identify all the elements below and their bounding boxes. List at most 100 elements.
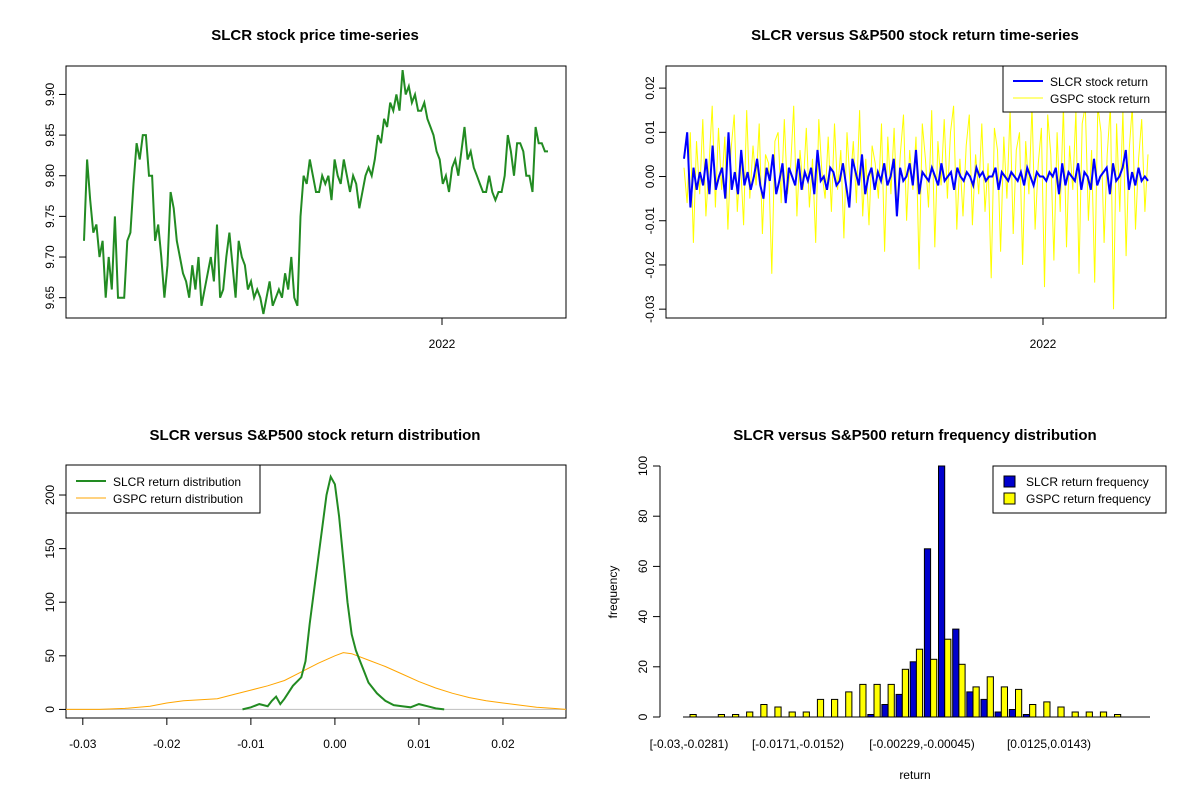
- y-tick-label: 9.75: [43, 204, 57, 228]
- legend: SLCR return frequency GSPC return freque…: [992, 465, 1167, 514]
- slcr-bar: [980, 698, 988, 718]
- legend-box: [1002, 65, 1167, 113]
- legend-label: SLCR return frequency: [1026, 475, 1149, 489]
- y-tick-label: 40: [636, 610, 650, 624]
- gspc-bar: [1000, 686, 1008, 718]
- gspc-bar: [845, 691, 853, 718]
- gspc-bar: [1099, 711, 1108, 718]
- x-tick-label: [-0.00229,-0.00045): [869, 737, 974, 751]
- y-tick-label: 0: [43, 706, 57, 713]
- panel-density: SLCR versus S&P500 stock return distribu…: [43, 427, 567, 751]
- x-axis: 2022: [1030, 318, 1057, 351]
- chart-title: SLCR stock price time-series: [211, 27, 419, 44]
- y-tick-label: 100: [43, 592, 57, 612]
- y-tick-label: -0.03: [643, 295, 657, 323]
- panel-price: SLCR stock price time-series 9.65 9.70 9.7…: [43, 27, 567, 351]
- y-tick-label: 50: [43, 649, 57, 663]
- gspc-bar: [1085, 711, 1093, 718]
- x-axis-label: return: [899, 768, 930, 782]
- panel-histogram: SLCR versus S&P500 return frequency dist…: [606, 427, 1167, 782]
- y-axis: -0.03 -0.02 -0.01 0.00 0.01 0.02: [643, 76, 666, 323]
- gspc-bar: [986, 676, 994, 718]
- slcr-return-line: [683, 132, 1149, 217]
- y-tick-label: 9.80: [43, 164, 57, 188]
- legend-box: [992, 465, 1167, 514]
- gspc-bar: [901, 668, 909, 718]
- slcr-bar: [895, 693, 903, 718]
- y-tick-label: 9.90: [43, 82, 57, 106]
- slcr-bar: [1008, 709, 1016, 718]
- gspc-bar: [915, 648, 924, 718]
- gspc-bar: [746, 711, 754, 718]
- panel-returns: SLCR versus S&P500 stock return time-ser…: [643, 27, 1167, 351]
- gspc-density-line: [66, 652, 567, 710]
- gspc-bar: [859, 683, 867, 718]
- legend: SLCR stock return GSPC stock return: [1002, 65, 1167, 113]
- y-tick-label: 0.01: [643, 120, 657, 144]
- slcr-bar: [966, 691, 974, 718]
- gspc-bar: [1057, 706, 1065, 718]
- y-axis: 0 20 40 60 80 100: [636, 456, 661, 720]
- gspc-bar: [1071, 711, 1079, 718]
- legend-swatch-slcr: [1003, 475, 1016, 488]
- y-tick-label: 200: [43, 485, 57, 505]
- gspc-bar: [958, 663, 966, 718]
- gspc-bar: [788, 711, 796, 718]
- slcr-bar: [938, 465, 946, 718]
- y-axis: 9.65 9.70 9.75 9.80 9.85 9.90: [43, 82, 66, 309]
- y-tick-label: 9.65: [43, 286, 57, 310]
- x-tick-label: 0.00: [323, 737, 347, 751]
- x-tick-label: -0.03: [69, 737, 97, 751]
- gspc-bar: [760, 704, 768, 718]
- y-tick-label: 60: [636, 559, 650, 573]
- y-tick-label: 80: [636, 509, 650, 523]
- chart-title: SLCR versus S&P500 stock return distribu…: [150, 427, 481, 444]
- gspc-bar: [930, 658, 938, 718]
- gspc-bar: [802, 711, 810, 718]
- slcr-bar: [952, 628, 960, 718]
- slcr-bar: [881, 704, 889, 718]
- gspc-bar: [831, 698, 839, 718]
- y-tick-label: -0.02: [643, 251, 657, 279]
- y-tick-label: 9.70: [43, 245, 57, 269]
- x-tick-label: 0.01: [407, 737, 431, 751]
- plot-frame: [665, 65, 1167, 319]
- y-tick-label: -0.01: [643, 207, 657, 235]
- y-tick-label: 150: [43, 538, 57, 558]
- y-tick-label: 0.00: [643, 165, 657, 189]
- gspc-return-line: [683, 105, 1149, 310]
- gspc-bar: [944, 638, 952, 718]
- x-tick-label: 2022: [1030, 337, 1057, 351]
- gspc-bar: [774, 706, 782, 718]
- slcr-bar: [994, 711, 1002, 718]
- legend-label: GSPC return frequency: [1026, 492, 1151, 506]
- x-axis: 2022: [429, 318, 456, 351]
- plot-frame: [65, 65, 567, 319]
- legend-swatch-gspc: [1003, 492, 1016, 505]
- y-axis: 0 50 100 150 200: [43, 485, 66, 713]
- legend: SLCR return distribution GSPC return dis…: [65, 464, 261, 514]
- y-tick-label: 9.85: [43, 123, 57, 147]
- gspc-bar: [972, 686, 980, 718]
- bars: [689, 465, 1122, 718]
- gspc-bar: [816, 698, 825, 718]
- plot-frame: [65, 464, 567, 719]
- slcr-bar: [909, 661, 917, 718]
- legend-label: GSPC return distribution: [113, 492, 243, 506]
- legend-label: GSPC stock return: [1050, 92, 1150, 106]
- x-category-labels: [-0.03,-0.0281) [-0.0171,-0.0152) [-0.00…: [650, 737, 1091, 751]
- x-tick-label: [0.0125,0.0143): [1007, 737, 1091, 751]
- x-tick-label: 2022: [429, 337, 456, 351]
- x-tick-label: -0.02: [153, 737, 181, 751]
- x-tick-label: [-0.03,-0.0281): [650, 737, 729, 751]
- y-tick-label: 0.02: [643, 76, 657, 100]
- gspc-bar: [1029, 704, 1037, 718]
- legend-box: [65, 464, 261, 514]
- slcr-bar: [923, 548, 932, 718]
- legend-label: SLCR return distribution: [113, 475, 241, 489]
- gspc-bar: [873, 683, 881, 718]
- gspc-bar: [1015, 688, 1023, 718]
- x-axis: -0.03 -0.02 -0.01 0.00 0.01 0.02: [69, 718, 515, 751]
- x-tick-label: [-0.0171,-0.0152): [752, 737, 844, 751]
